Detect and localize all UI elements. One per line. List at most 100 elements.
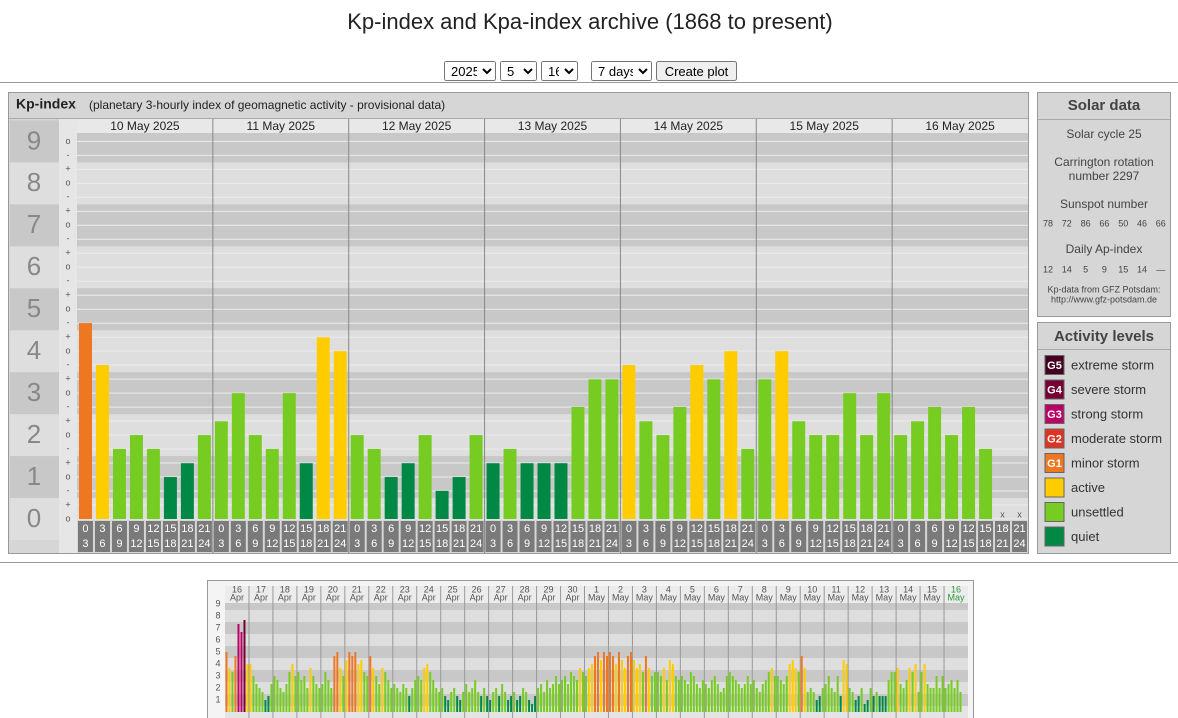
- bar: [826, 435, 840, 519]
- hour-label: 3: [235, 523, 241, 535]
- y-minor-label: o: [65, 178, 70, 188]
- overview-bar: [279, 688, 282, 712]
- month-select[interactable]: 5: [500, 61, 537, 81]
- bar: [843, 393, 857, 519]
- overview-bar: [836, 676, 839, 712]
- y-minor-label: +: [65, 457, 70, 467]
- hour-label: 3: [626, 538, 632, 550]
- overview-bar: [399, 691, 402, 712]
- overview-bar: [701, 679, 704, 712]
- bar: [588, 379, 602, 519]
- overview-bar: [288, 672, 291, 712]
- legend-label: strong storm: [1071, 406, 1143, 421]
- overview-bar: [920, 672, 923, 712]
- hour-box: [519, 521, 535, 552]
- overview-bar: [659, 676, 662, 712]
- overview-bar: [450, 691, 453, 712]
- overview-bar: [291, 664, 294, 712]
- legend-swatch: [1044, 526, 1065, 547]
- overview-bar: [761, 684, 764, 712]
- hour-box: [791, 521, 807, 552]
- overview-month: Apr: [254, 592, 268, 602]
- span-select[interactable]: 7 days: [591, 61, 652, 81]
- y-minor-label: -: [67, 401, 70, 411]
- overview-month: Apr: [326, 592, 340, 602]
- hour-label: 6: [99, 538, 105, 550]
- hour-box: [655, 521, 671, 552]
- hour-box: [825, 521, 841, 552]
- overview-bar: [246, 664, 249, 712]
- legend-swatch: [1044, 477, 1065, 498]
- y-tick-label: 8: [215, 610, 220, 620]
- overview-month: May: [732, 592, 750, 602]
- overview-bar: [914, 664, 917, 712]
- bar: [605, 379, 619, 519]
- overview-day: 22: [376, 584, 386, 594]
- overview-bar: [605, 655, 608, 712]
- hour-box: [468, 521, 484, 552]
- bar: [690, 365, 704, 519]
- hour-label: 21: [589, 538, 601, 550]
- bar: [248, 435, 262, 519]
- bar: [486, 463, 500, 519]
- overview-bar: [671, 664, 674, 712]
- hour-label: 9: [252, 538, 258, 550]
- overview-day: 6: [714, 584, 719, 594]
- hour-box: [281, 521, 297, 552]
- overview-bar: [677, 679, 680, 712]
- day-label: 16 May 2025: [925, 119, 995, 133]
- y-tick-label: 7: [215, 622, 220, 632]
- overview-bar: [872, 696, 875, 712]
- hour-box: [672, 521, 688, 552]
- overview-day: 1: [594, 584, 599, 594]
- overview-bar: [734, 679, 737, 712]
- overview-bar: [282, 691, 285, 712]
- overview-bar: [626, 655, 629, 712]
- overview-bar: [818, 696, 821, 712]
- hour-label: 9: [116, 538, 122, 550]
- overview-bar: [887, 679, 890, 712]
- overview-bar: [507, 700, 510, 712]
- overview-bar: [803, 667, 806, 712]
- hour-label: 21: [861, 538, 873, 550]
- y-tick-label: 4: [215, 658, 220, 668]
- overview-bar: [444, 696, 447, 712]
- overview-bar: [528, 700, 531, 712]
- overview-month: Apr: [278, 592, 292, 602]
- hour-label: 18: [979, 538, 991, 550]
- solar-cycle: Solar cycle 25: [1066, 127, 1142, 141]
- y-minor-label: -: [67, 485, 70, 495]
- hour-label: 18: [164, 538, 176, 550]
- overview-bar: [608, 652, 611, 712]
- overview-bar: [543, 691, 546, 712]
- y-minor-label: +: [65, 332, 70, 342]
- overview-bar: [456, 696, 459, 712]
- overview-bar: [321, 684, 324, 712]
- legend-badge: G3: [1047, 409, 1062, 421]
- y-minor-label: -: [67, 192, 70, 202]
- y-minor-label: +: [65, 499, 70, 509]
- overview-day: 13: [879, 584, 889, 594]
- overview-bar: [632, 660, 635, 712]
- overview-day: 29: [544, 584, 554, 594]
- grid-band: [225, 634, 968, 646]
- hour-box: [842, 521, 858, 552]
- year-select[interactable]: 2025: [444, 61, 496, 81]
- overview-bar: [426, 664, 429, 712]
- hour-box: [978, 521, 994, 552]
- overview-bar: [534, 696, 537, 712]
- create-plot-button[interactable]: Create plot: [656, 61, 737, 81]
- hour-label: 6: [235, 538, 241, 550]
- hour-label: 15: [436, 523, 448, 535]
- overview-bar: [602, 652, 605, 712]
- day-select[interactable]: 16: [541, 61, 578, 81]
- overview-bar: [486, 696, 489, 712]
- overview-bar: [357, 664, 360, 712]
- hour-label: 9: [269, 523, 275, 535]
- overview-bar: [773, 676, 776, 712]
- overview-day: 10: [807, 584, 817, 594]
- sunspot-value: 66: [1156, 218, 1166, 228]
- overview-bar: [722, 688, 725, 712]
- y-tick-label: 6: [215, 634, 220, 644]
- bar: [792, 421, 806, 519]
